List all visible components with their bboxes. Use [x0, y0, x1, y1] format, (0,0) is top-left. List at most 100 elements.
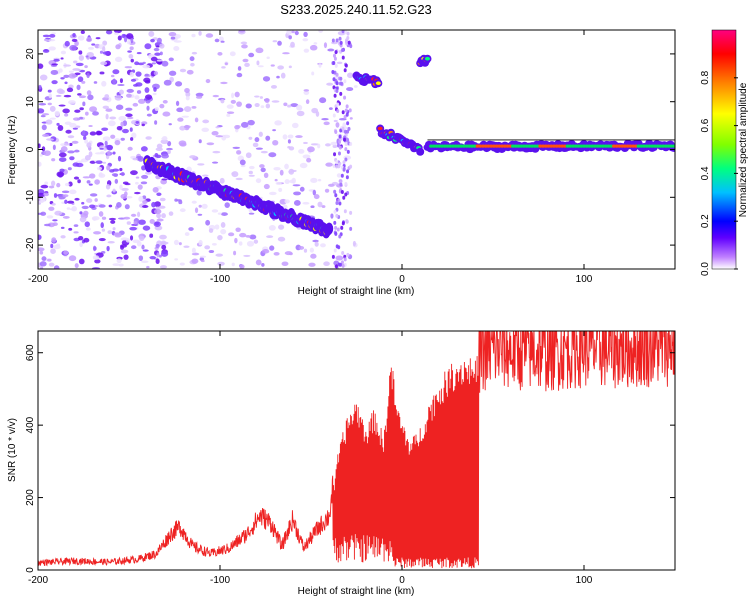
spectrogram-noise-cell: [166, 147, 173, 151]
spectrogram-noise-cell: [268, 152, 277, 158]
spectrogram-noise-cell: [73, 60, 78, 64]
spectrogram-noise-cell: [333, 53, 337, 58]
spectrogram-noise-cell: [78, 258, 85, 265]
spectrogram-noise-cell: [323, 261, 330, 267]
spectrogram-noise-cell: [66, 87, 74, 93]
spectrogram-noise-cell: [339, 182, 343, 187]
spectrogram-noise-cell: [206, 142, 215, 146]
spectrogram-noise-cell: [62, 108, 70, 114]
spectrogram-noise-cell: [58, 89, 65, 94]
spectrogram-noise-cell: [335, 81, 339, 86]
spectrogram-noise-cell: [244, 62, 250, 68]
spectrogram-noise-cell: [195, 92, 204, 97]
spectrogram-noise-cell: [106, 165, 111, 171]
spectrogram-noise-cell: [336, 173, 342, 178]
spectrogram-noise-cell: [303, 31, 308, 37]
spectrogram-noise-cell: [303, 48, 310, 53]
spectrogram-noise-cell: [154, 107, 159, 112]
spectrogram-noise-cell: [84, 154, 91, 161]
spectrogram-noise-cell: [51, 202, 56, 206]
spectrogram-noise-cell: [94, 179, 100, 185]
spectrogram-noise-cell: [124, 183, 131, 186]
spectrogram-noise-cell: [120, 137, 125, 141]
spectrogram-noise-cell: [217, 212, 222, 215]
spectrogram-noise-cell: [92, 217, 97, 221]
spectrogram-noise-cell: [78, 55, 85, 61]
spectrogram-noise-cell: [191, 105, 197, 109]
spectrogram-noise-cell: [38, 234, 42, 241]
spectrogram-noise-cell: [96, 131, 103, 136]
spectrogram-noise-cell: [86, 37, 93, 43]
spectrogram-noise-cell: [248, 174, 255, 177]
spectrogram-noise-cell: [269, 245, 275, 251]
spectrogram-noise-cell: [288, 168, 295, 175]
spectrogram-noise-cell: [258, 131, 263, 137]
spectrogram-noise-cell: [326, 82, 334, 86]
spectrogram-noise-cell: [191, 33, 196, 38]
spectrogram-noise-cell: [336, 61, 343, 65]
spectrogram-noise-cell: [153, 71, 159, 76]
spectrogram-noise-cell: [159, 51, 163, 56]
spectrogram-noise-cell: [214, 38, 220, 43]
spectrogram-noise-cell: [100, 61, 108, 66]
spectrogram-noise-cell: [56, 122, 60, 126]
spectrogram-noise-cell: [62, 194, 69, 198]
spectrogram-noise-cell: [255, 178, 262, 184]
spectrogram-noise-cell: [78, 236, 84, 241]
spectrogram-noise-cell: [106, 194, 112, 198]
spectrogram-noise-cell: [148, 31, 155, 37]
spectrogram-noise-cell: [321, 118, 329, 121]
spectrogram-noise-cell: [344, 157, 348, 162]
spectrogram-noise-cell: [117, 35, 122, 41]
spectrogram-noise-cell: [155, 45, 160, 48]
spectrogram-noise-cell: [303, 89, 310, 92]
spectrogram-noise-cell: [50, 69, 59, 75]
spectrogram-noise-cell: [249, 234, 257, 240]
spectrogram-noise-cell: [102, 46, 106, 53]
spectrogram-noise-cell: [245, 152, 252, 159]
spectrogram-noise-cell: [335, 89, 339, 94]
spectrogram-noise-cell: [349, 210, 353, 215]
spectrogram-noise-cell: [150, 38, 155, 43]
spectrogram-noise-cell: [38, 143, 41, 149]
spectrogram-noise-cell: [183, 245, 190, 248]
spectrogram-noise-cell: [53, 244, 61, 250]
spectrogram-noise-cell: [62, 216, 70, 219]
spectrogram-noise-cell: [146, 265, 150, 269]
spectrogram-noise-cell: [287, 134, 294, 139]
spectrogram-noise-cell: [51, 158, 56, 162]
spectrogram-noise-cell: [114, 178, 119, 184]
colorbar: 0.0 0.2 0.4 0.6 0.8 Normalized spectral ampl…: [700, 29, 749, 276]
spectrogram-noise-cell: [102, 136, 111, 142]
spectrogram-noise-cell: [332, 113, 336, 118]
spectrogram-ridge-core: [424, 56, 430, 61]
spectrogram-noise-cell: [40, 184, 49, 189]
spectrogram-noise-cell: [55, 94, 62, 97]
spectrogram-noise-cell: [343, 68, 347, 73]
spectrogram-noise-cell: [278, 224, 285, 230]
spectrogram-noise-cell: [333, 93, 337, 98]
spectrogram-noise-cell: [74, 149, 80, 153]
spectrogram-noise-cell: [132, 157, 138, 161]
spectrogram-noise-cell: [42, 34, 51, 38]
spectrogram-noise-cell: [47, 102, 52, 106]
spectrogram-noise-cell: [142, 200, 148, 204]
spectrogram-noise-cell: [63, 94, 72, 98]
spectrogram-noise-cell: [341, 251, 345, 256]
spectrogram-noise-cell: [64, 182, 70, 187]
spectrogram-noise-cell: [41, 124, 47, 131]
spectrogram-noise-cell: [283, 102, 288, 107]
spectrogram-noise-cell: [188, 227, 194, 232]
spectrogram-noise-cell: [219, 177, 225, 184]
spectrogram-noise-cell: [74, 263, 79, 269]
spectrogram-noise-cell: [102, 40, 108, 46]
spectrogram-noise-cell: [135, 176, 140, 179]
spectrogram-noise-cell: [86, 180, 91, 184]
spectrogram-noise-cell: [274, 120, 282, 126]
spectrogram-noise-cell: [154, 201, 161, 208]
spectrogram-noise-cell: [112, 69, 120, 75]
spectrogram-noise-cell: [230, 99, 236, 104]
spectrogram-noise-cell: [310, 177, 318, 183]
spectrogram-noise-cell: [179, 262, 185, 266]
spectrogram-noise-cell: [353, 85, 358, 88]
